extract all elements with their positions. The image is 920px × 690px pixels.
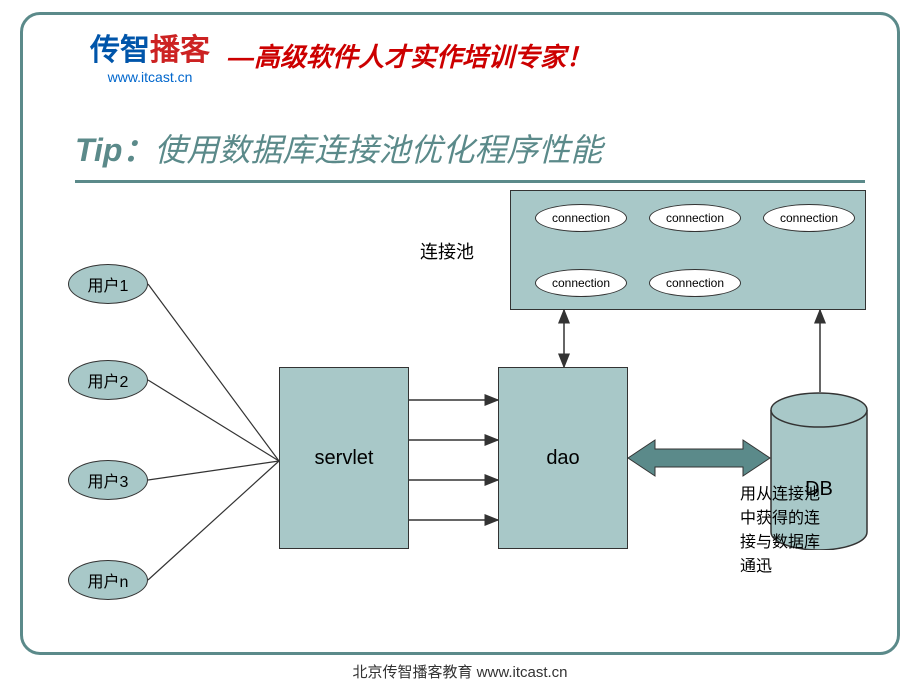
diagram-layer: 用户1用户2用户3用户n servlet dao connectionconne… (0, 0, 920, 690)
dao-box: dao (498, 367, 628, 549)
servlet-label: servlet (315, 447, 374, 470)
connection-oval: connection (763, 204, 855, 232)
connection-oval: connection (535, 204, 627, 232)
user-oval: 用户3 (68, 460, 148, 500)
connection-oval: connection (649, 204, 741, 232)
pool-label: 连接池 (420, 238, 474, 264)
user-oval: 用户2 (68, 360, 148, 400)
user-oval: 用户1 (68, 264, 148, 304)
note-text: 用从连接池中获得的连接与数据库通迅 (740, 483, 820, 579)
servlet-box: servlet (279, 367, 409, 549)
connection-oval: connection (649, 269, 741, 297)
connection-oval: connection (535, 269, 627, 297)
dao-label: dao (546, 447, 579, 470)
user-oval: 用户n (68, 560, 148, 600)
connection-pool-box: connection connection connection connection… (510, 190, 866, 310)
footer: 北京传智播客教育 www.itcast.cn (0, 661, 920, 682)
